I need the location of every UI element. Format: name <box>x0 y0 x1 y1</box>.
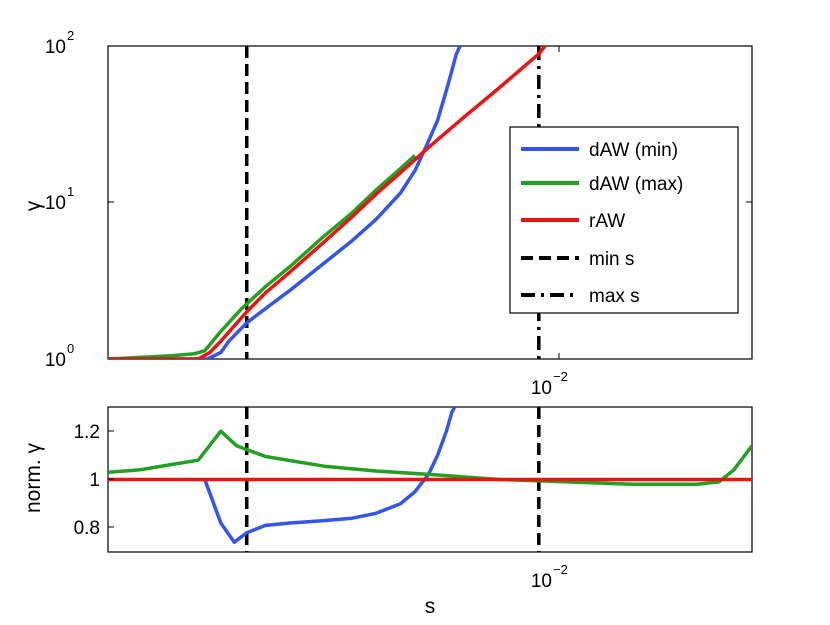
top-ylabel: γ <box>22 200 45 211</box>
top-xtick-label: 10 <box>531 378 552 399</box>
top-ytick-label-0: 10 <box>45 350 66 371</box>
bottom-xtick-exp: −2 <box>553 562 568 577</box>
top-ytick-exp-1: 1 <box>67 184 74 199</box>
bottom-xtick-label: 10 <box>531 571 552 592</box>
legend-label-dAW-max: dAW (max) <box>589 174 683 195</box>
top-ytick-label-1: 10 <box>45 193 66 214</box>
top-panel: 10 0 10 1 10 2 10 −2 γ dAW (min) dAW (ma… <box>22 28 753 399</box>
legend-label-max-s: max s <box>589 286 640 307</box>
top-ytick-exp-0: 0 <box>67 341 74 356</box>
top-ytick-label-2: 10 <box>45 37 66 58</box>
top-series-rAW <box>108 46 547 359</box>
legend-label-rAW: rAW <box>589 211 625 232</box>
bottom-panel: 0.8 1 1.2 10 −2 norm. γ s <box>22 406 753 618</box>
bottom-series-dAW-max <box>108 429 752 487</box>
bottom-ytick-label-0.8: 0.8 <box>74 518 100 539</box>
bottom-ytick-label-1: 1 <box>89 470 100 491</box>
top-series-dAW-min <box>108 46 462 359</box>
legend-label-dAW-min: dAW (min) <box>589 140 678 161</box>
legend-label-min-s: min s <box>589 249 634 270</box>
top-xtick-exp: −2 <box>553 369 568 384</box>
bottom-series-dAW-min <box>203 407 457 545</box>
top-ytick-exp-2: 2 <box>67 28 74 43</box>
bottom-xlabel: s <box>425 595 436 618</box>
bottom-ylabel: norm. γ <box>22 442 45 513</box>
legend: dAW (min) dAW (max) rAW min s max s <box>509 126 739 314</box>
bottom-series-layer <box>108 407 752 552</box>
bottom-ytick-label-1.2: 1.2 <box>74 422 100 443</box>
top-series-dAW-max <box>108 154 417 359</box>
